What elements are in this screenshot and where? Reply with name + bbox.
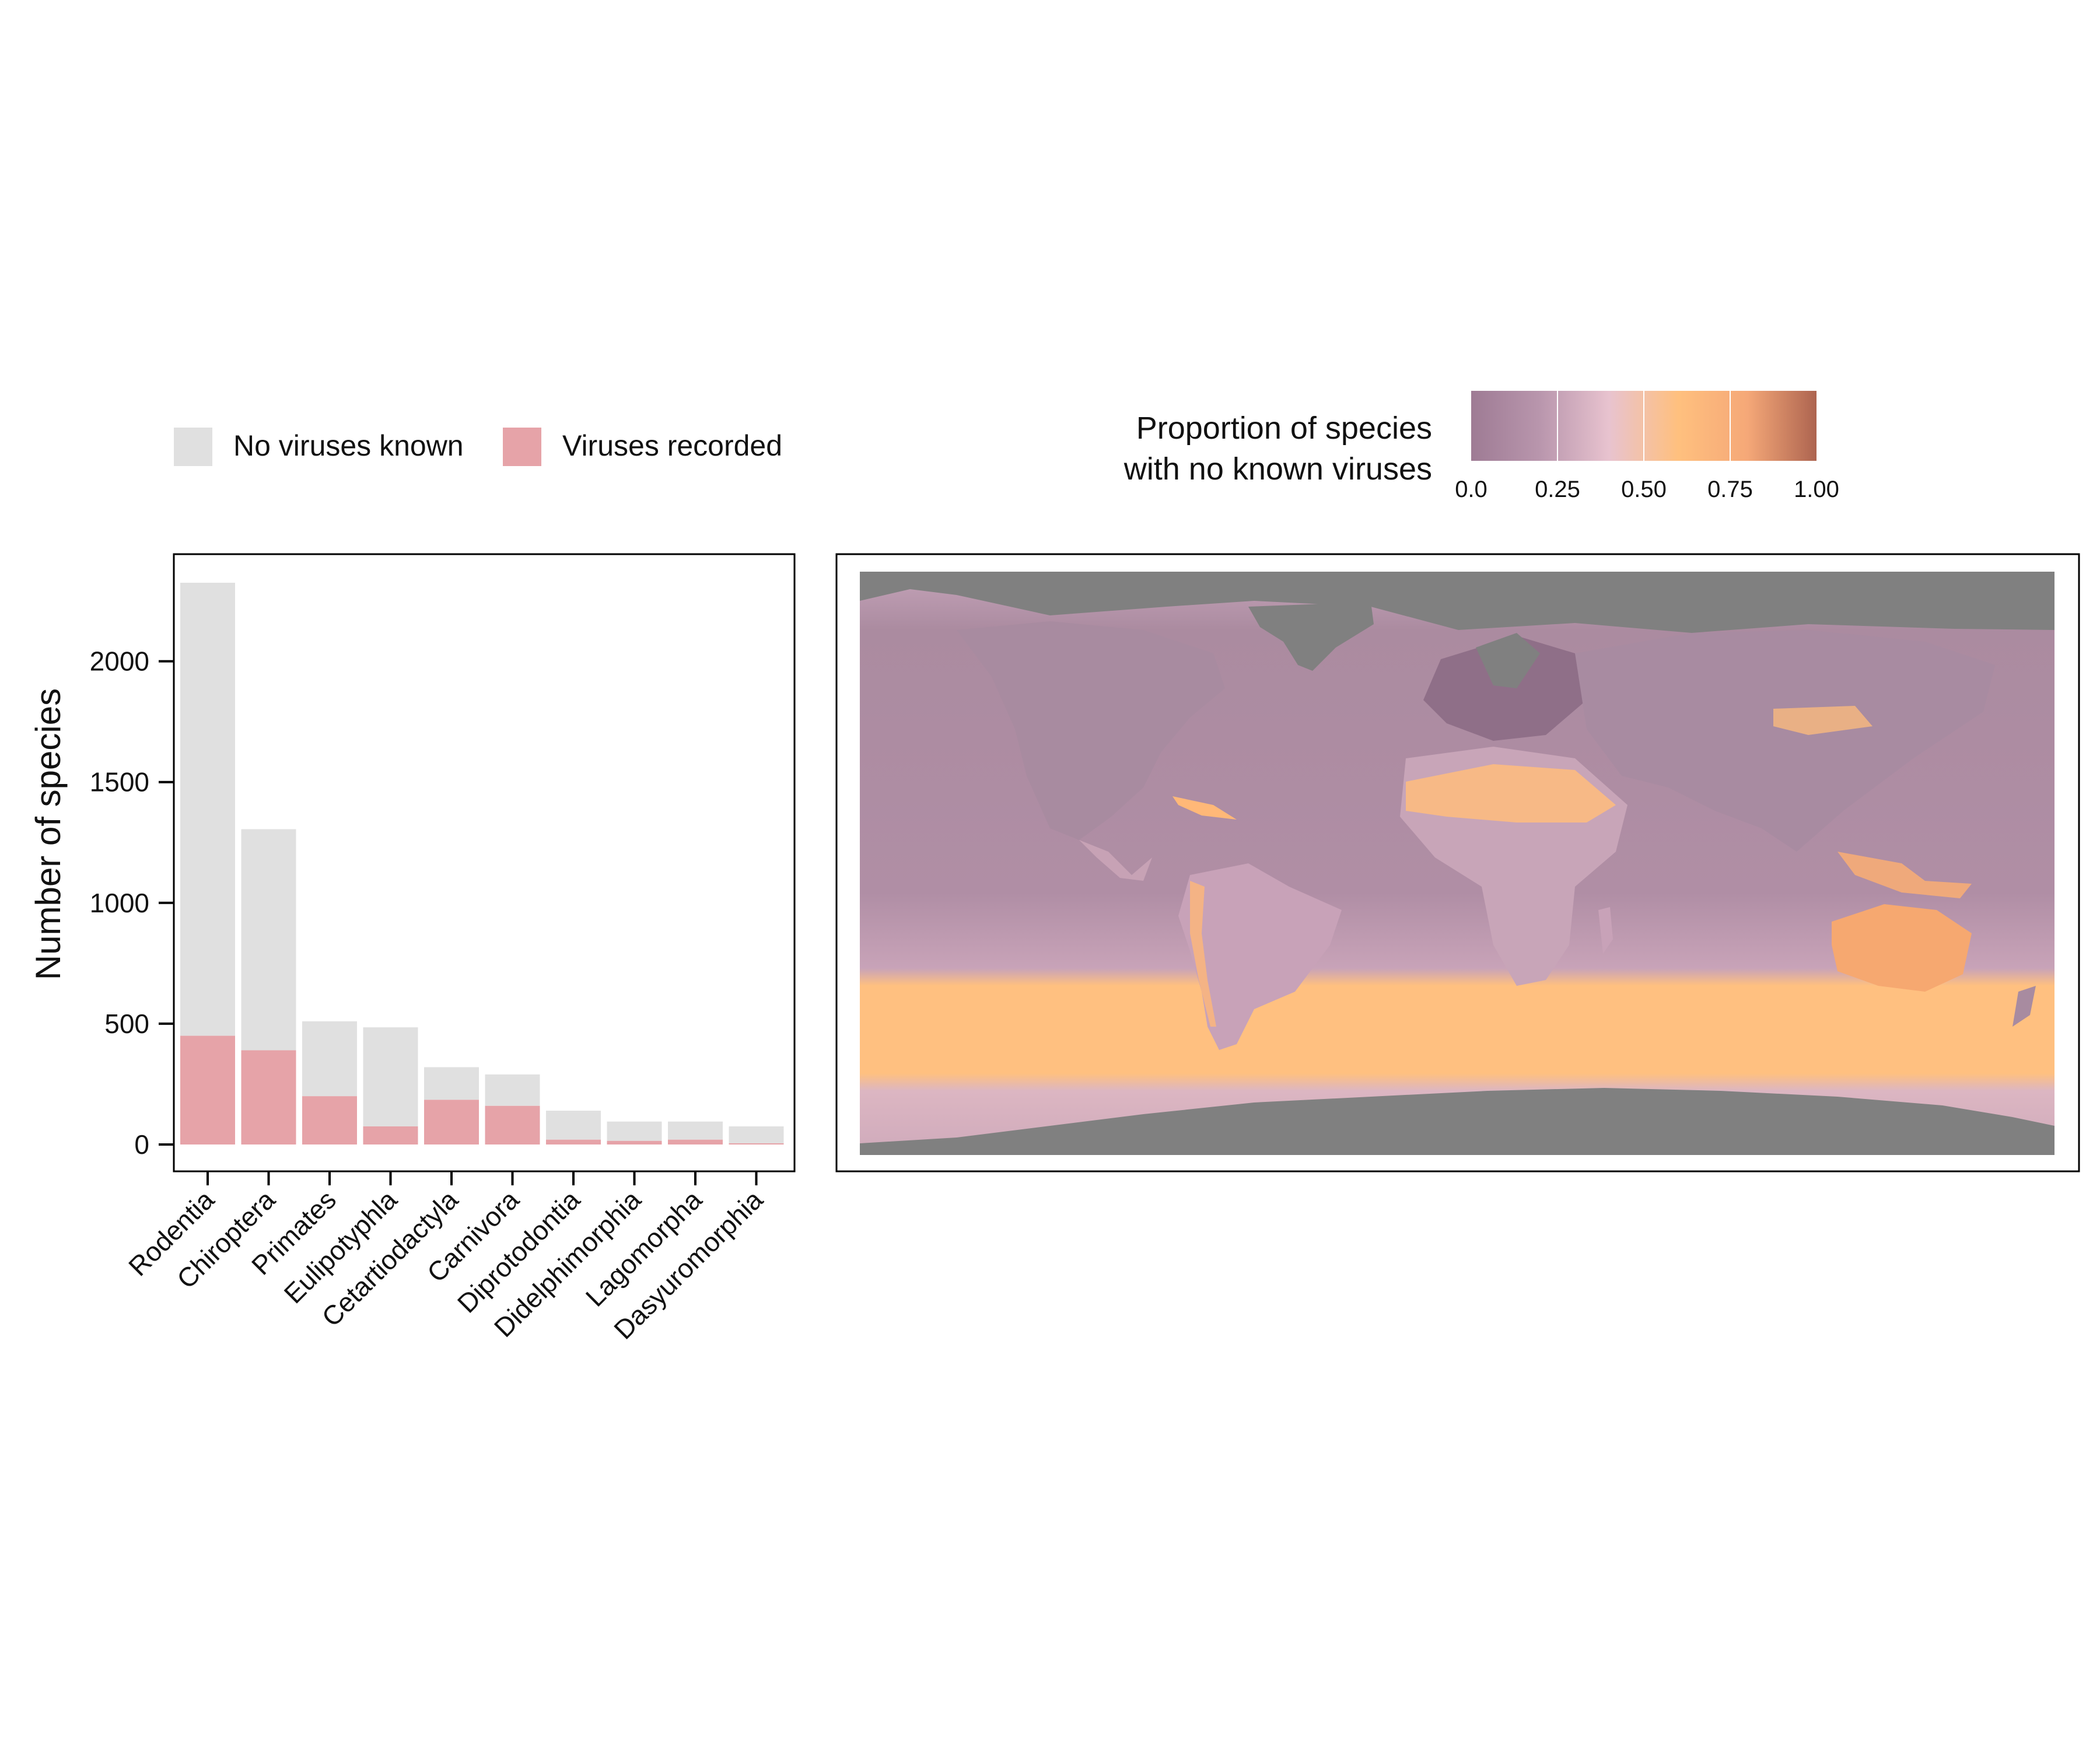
bar-no-viruses-cetartiodactyla [424, 1067, 479, 1100]
caribbean [1172, 796, 1237, 820]
bar-viruses-lagomorpha [668, 1139, 723, 1144]
y-axis-title: Number of species [29, 688, 68, 980]
asia [1575, 630, 1995, 852]
indonesia [1838, 852, 1972, 898]
bar-viruses-primates [302, 1096, 357, 1144]
world-map [860, 572, 2054, 1155]
north-america [957, 621, 1225, 840]
bar-viruses-didelphimorphia [607, 1140, 662, 1144]
y-tick-label: 1000 [90, 888, 149, 918]
legend-label-viruses: Viruses recorded [562, 429, 782, 462]
legend-label-no-viruses: No viruses known [233, 429, 464, 462]
scandinavia [1476, 633, 1540, 688]
bar-viruses-eulipotyphla [363, 1126, 418, 1144]
y-tick-label: 2000 [90, 646, 149, 677]
bar-viruses-carnivora [485, 1105, 540, 1144]
colorbar-tick-label: 0.75 [1707, 477, 1753, 502]
bar-no-viruses-primates [302, 1021, 357, 1097]
colorbar-tick-label: 0.0 [1455, 477, 1488, 502]
new-zealand [2013, 986, 2036, 1027]
antarctica [860, 1088, 2054, 1155]
bar-chart: 0 500 1000 1500 2000 RodentiaChiropteraPrima… [29, 553, 796, 1345]
bar-no-viruses-diprotodontia [546, 1111, 601, 1140]
y-axis: 0 500 1000 1500 2000 [90, 646, 174, 1160]
bar-no-viruses-eulipotyphla [363, 1027, 418, 1126]
legend-swatch-no-viruses [174, 428, 212, 466]
colorbar-tick-label: 1.00 [1794, 477, 1839, 502]
australia [1832, 904, 1972, 992]
europe [1423, 636, 1587, 741]
arctic-land [860, 572, 2054, 633]
colorbar-legend: Proportion of species with no known viru… [1124, 391, 1839, 502]
map-panel [835, 553, 2080, 1172]
greenland [1248, 602, 1374, 671]
sahara [1406, 764, 1616, 822]
legend-swatch-viruses [503, 428, 541, 466]
bar-viruses-diprotodontia [546, 1139, 601, 1144]
y-tick-label: 500 [104, 1009, 149, 1039]
andes [1190, 881, 1216, 1027]
bar-viruses-dasyuromorphia [729, 1143, 784, 1144]
bar-no-viruses-rodentia [180, 582, 235, 1036]
bar-no-viruses-carnivora [485, 1074, 540, 1106]
y-tick-label: 0 [134, 1129, 149, 1160]
colorbar-tick-label: 0.50 [1621, 477, 1667, 502]
bar-viruses-rodentia [180, 1035, 235, 1144]
bar-no-viruses-chiroptera [241, 829, 296, 1051]
bar-group [180, 582, 784, 1144]
colorbar-tick-label: 0.25 [1535, 477, 1580, 502]
colorbar-ticks: 0.0 0.25 0.50 0.75 1.00 [1455, 391, 1839, 502]
colorbar-title-line2: with no known viruses [1124, 452, 1432, 487]
south-america [1178, 863, 1342, 1050]
central-america [1079, 840, 1152, 881]
bar-no-viruses-dasyuromorphia [729, 1126, 784, 1143]
bar-no-viruses-lagomorpha [668, 1121, 723, 1140]
colorbar-title-line1: Proportion of species [1136, 411, 1432, 446]
madagascar [1598, 907, 1613, 954]
bar-viruses-chiroptera [241, 1050, 296, 1144]
central-asia-desert [1773, 706, 1873, 735]
bar-viruses-cetartiodactyla [424, 1100, 479, 1144]
bar-no-viruses-didelphimorphia [607, 1121, 662, 1141]
y-tick-label: 1500 [90, 767, 149, 797]
bar-legend: No viruses known Viruses recorded [174, 428, 782, 466]
x-axis: RodentiaChiropteraPrimatesEulipotyphlaCe… [123, 1171, 769, 1345]
